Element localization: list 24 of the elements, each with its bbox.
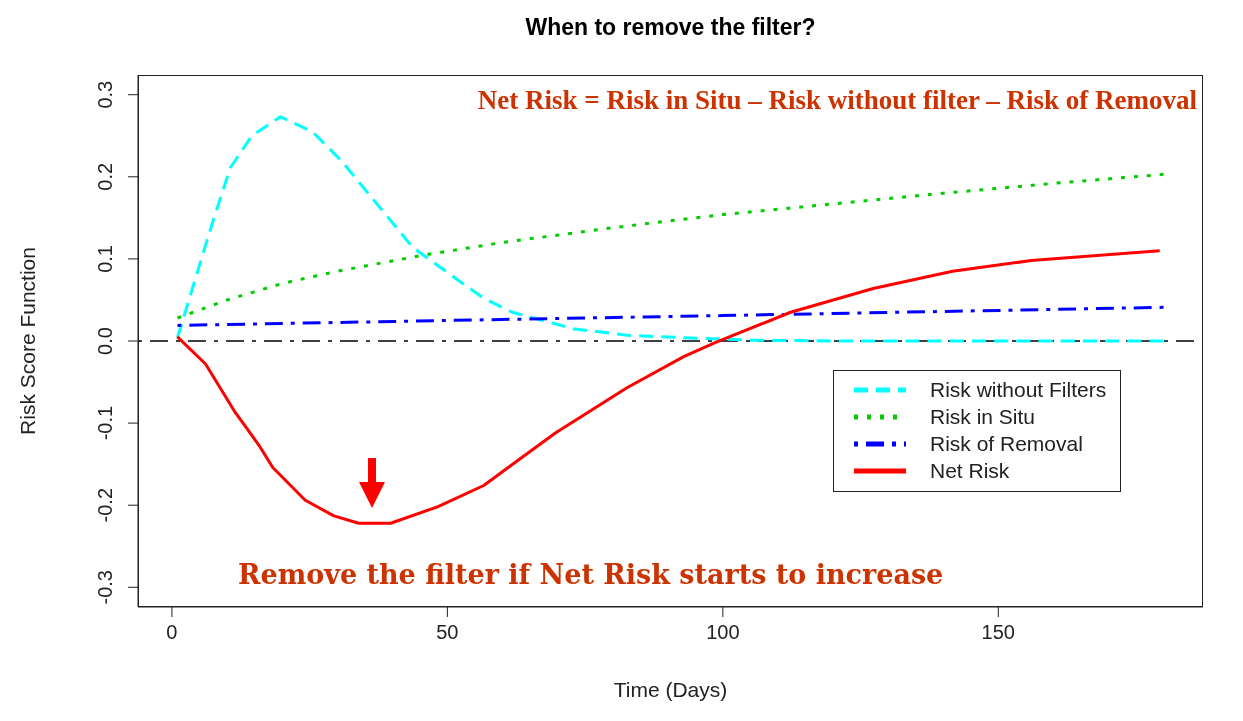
line-series bbox=[175, 115, 1166, 343]
x-tick-label: 150 bbox=[981, 621, 1015, 644]
y-tick-label: -0.2 bbox=[94, 487, 116, 523]
legend-label: Risk in Situ bbox=[930, 405, 1036, 430]
annotation: Net Risk = Risk in Situ – Risk without filter – Risk of Removal bbox=[477, 85, 1197, 116]
line-series bbox=[175, 249, 1162, 525]
y-tick-label: 0.2 bbox=[94, 162, 116, 191]
line-series bbox=[175, 172, 1166, 320]
y-tick-label: 0.3 bbox=[94, 80, 116, 109]
legend-label: Net Risk bbox=[930, 459, 1010, 484]
y-tick-label: 0.0 bbox=[94, 327, 116, 355]
chart-title: When to remove the filter? bbox=[524, 14, 817, 41]
x-axis-title: Time (Days) bbox=[613, 678, 728, 701]
annotation: Remove the filter if Net Risk starts to increase bbox=[238, 558, 944, 590]
x-tick-label: 0 bbox=[166, 621, 178, 644]
x-tick-label: 50 bbox=[436, 621, 459, 644]
y-axis-title: Risk Score Function bbox=[16, 247, 40, 435]
y-tick-label: -0.3 bbox=[94, 570, 116, 605]
y-tick-label: 0.1 bbox=[94, 244, 116, 273]
x-tick-label: 100 bbox=[706, 621, 740, 644]
legend-label: Risk without Filters bbox=[930, 378, 1107, 403]
y-tick-label: -0.1 bbox=[94, 405, 116, 441]
line-series bbox=[175, 305, 1166, 327]
legend-label: Risk of Removal bbox=[930, 432, 1083, 457]
